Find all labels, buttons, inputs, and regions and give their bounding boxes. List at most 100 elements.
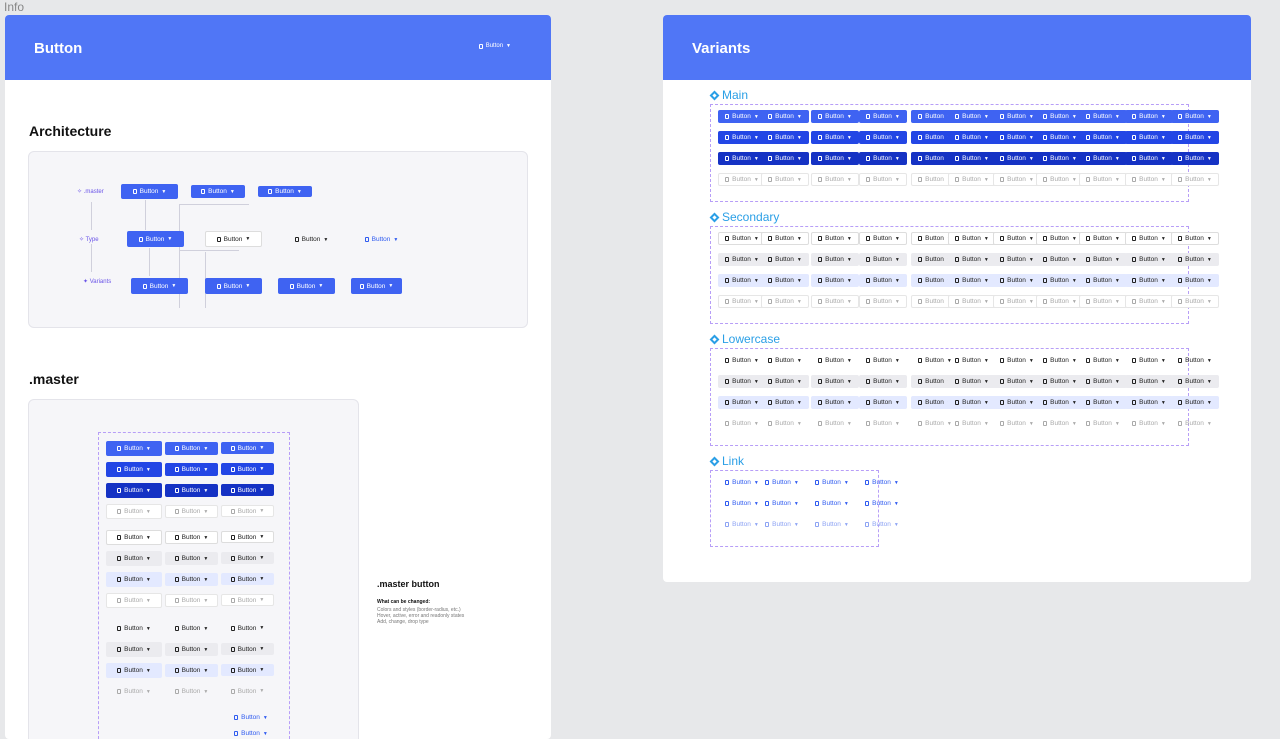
master-btn[interactable]: Button ▼	[106, 572, 162, 587]
variant-button[interactable]: Button▼	[811, 232, 859, 245]
variant-button[interactable]: Button▼	[1125, 173, 1173, 186]
variant-button[interactable]: Button▼	[718, 232, 766, 245]
variant-button[interactable]: Button▼	[911, 295, 959, 308]
variant-button[interactable]: Button▼	[859, 396, 907, 409]
variant-button[interactable]: Button▼	[761, 274, 809, 287]
master-btn[interactable]: Button ▼	[221, 484, 274, 496]
variant-button[interactable]: Button▼	[808, 497, 856, 510]
arch-btn-variant-1[interactable]: Button ▼	[131, 278, 188, 294]
variant-button[interactable]: Button▼	[1171, 295, 1219, 308]
variant-button[interactable]: Button▼	[1125, 396, 1173, 409]
master-btn[interactable]: Button ▼	[165, 442, 218, 455]
variant-button[interactable]: Button▼	[859, 354, 907, 367]
variant-button[interactable]: Button▼	[718, 253, 766, 266]
variant-button[interactable]: Button▼	[1171, 417, 1219, 430]
arch-btn-master-2[interactable]: Button ▼	[191, 185, 245, 198]
variant-button[interactable]: Button▼	[718, 354, 766, 367]
variant-button[interactable]: Button▼	[718, 396, 766, 409]
master-btn[interactable]: Button ▼	[221, 442, 274, 454]
variant-button[interactable]: Button▼	[1125, 232, 1173, 245]
variant-button[interactable]: Button▼	[993, 375, 1041, 388]
variant-button[interactable]: Button▼	[993, 232, 1041, 245]
variant-button[interactable]: Button▼	[993, 274, 1041, 287]
master-btn[interactable]: Button ▼	[221, 531, 274, 543]
variant-button[interactable]: Button▼	[1079, 274, 1127, 287]
variant-button[interactable]: Button▼	[1125, 110, 1173, 123]
variant-button[interactable]: Button▼	[859, 375, 907, 388]
variant-button[interactable]: Button▼	[761, 152, 809, 165]
variant-button[interactable]: Button▼	[811, 131, 859, 144]
variant-button[interactable]: Button▼	[761, 354, 809, 367]
variant-button[interactable]: Button▼	[761, 417, 809, 430]
variant-button[interactable]: Button▼	[761, 232, 809, 245]
variant-button[interactable]: Button▼	[1125, 274, 1173, 287]
variant-button[interactable]: Button▼	[1079, 110, 1127, 123]
variant-button[interactable]: Button▼	[859, 295, 907, 308]
variant-button[interactable]: Button▼	[1125, 375, 1173, 388]
variant-button[interactable]: Button▼	[859, 274, 907, 287]
arch-btn-type-3[interactable]: Button ▼	[283, 232, 340, 247]
variant-button[interactable]: Button▼	[859, 417, 907, 430]
variant-button[interactable]: Button▼	[1036, 295, 1084, 308]
master-btn[interactable]: Button ▼	[221, 685, 274, 697]
variant-button[interactable]: Button▼	[811, 396, 859, 409]
variant-button[interactable]: Button▼	[911, 417, 959, 430]
master-btn[interactable]: Button ▼	[106, 593, 162, 608]
variant-button[interactable]: Button▼	[1125, 295, 1173, 308]
variant-button[interactable]: Button▼	[718, 497, 766, 510]
variant-button[interactable]: Button▼	[1171, 232, 1219, 245]
master-btn[interactable]: Button ▼	[106, 462, 162, 477]
variant-button[interactable]: Button▼	[1171, 110, 1219, 123]
master-btn[interactable]: Button ▼	[221, 664, 274, 676]
variant-button[interactable]: Button▼	[811, 295, 859, 308]
master-btn[interactable]: Button ▼	[165, 573, 218, 586]
variant-button[interactable]: Button▼	[993, 354, 1041, 367]
master-btn[interactable]: Button ▼	[165, 664, 218, 677]
master-btn[interactable]: Button ▼	[106, 663, 162, 678]
master-btn[interactable]: Button ▼	[221, 594, 274, 606]
variant-button[interactable]: Button▼	[1079, 295, 1127, 308]
variant-button[interactable]: Button▼	[993, 417, 1041, 430]
variant-button[interactable]: Button▼	[758, 497, 806, 510]
master-btn[interactable]: Button ▼	[221, 463, 274, 475]
variant-button[interactable]: Button▼	[1036, 232, 1084, 245]
arch-btn-type-4[interactable]: Button ▼	[353, 232, 410, 247]
variant-button[interactable]: Button▼	[993, 295, 1041, 308]
variant-button[interactable]: Button▼	[808, 518, 856, 531]
variant-button[interactable]: Button▼	[948, 173, 996, 186]
variant-button[interactable]: Button▼	[1171, 253, 1219, 266]
variant-button[interactable]: Button▼	[948, 375, 996, 388]
variant-button[interactable]: Button▼	[948, 417, 996, 430]
variant-button[interactable]: Button▼	[1171, 274, 1219, 287]
variant-button[interactable]: Button▼	[1171, 173, 1219, 186]
variant-button[interactable]: Button▼	[718, 110, 766, 123]
variant-button[interactable]: Button▼	[1079, 417, 1127, 430]
variant-button[interactable]: Button▼	[948, 396, 996, 409]
variant-button[interactable]: Button▼	[948, 152, 996, 165]
master-btn[interactable]: Button ▼	[165, 552, 218, 565]
variant-button[interactable]: Button▼	[1125, 354, 1173, 367]
variant-button[interactable]: Button▼	[718, 131, 766, 144]
variant-button[interactable]: Button▼	[948, 354, 996, 367]
variant-button[interactable]: Button▼	[758, 476, 806, 489]
variant-button[interactable]: Button▼	[1079, 131, 1127, 144]
variant-button[interactable]: Button▼	[858, 518, 906, 531]
master-btn[interactable]: Button ▼	[221, 505, 274, 517]
variant-button[interactable]: Button▼	[811, 253, 859, 266]
variant-button[interactable]: Button▼	[1036, 375, 1084, 388]
variant-button[interactable]: Button▼	[858, 476, 906, 489]
arch-btn-master-3[interactable]: Button ▼	[258, 186, 312, 197]
master-btn[interactable]: Button ▼	[221, 552, 274, 564]
variant-button[interactable]: Button▼	[1171, 354, 1219, 367]
variant-button[interactable]: Button▼	[1036, 110, 1084, 123]
variant-button[interactable]: Button▼	[948, 274, 996, 287]
master-btn[interactable]: Button ▼	[165, 505, 218, 518]
master-btn[interactable]: Button ▼	[106, 684, 162, 699]
variant-button[interactable]: Button▼	[811, 417, 859, 430]
variant-button[interactable]: Button▼	[1079, 152, 1127, 165]
variant-button[interactable]: Button▼	[859, 173, 907, 186]
variant-button[interactable]: Button▼	[1036, 152, 1084, 165]
variant-button[interactable]: Button▼	[811, 274, 859, 287]
variant-button[interactable]: Button▼	[948, 232, 996, 245]
variant-button[interactable]: Button▼	[718, 173, 766, 186]
